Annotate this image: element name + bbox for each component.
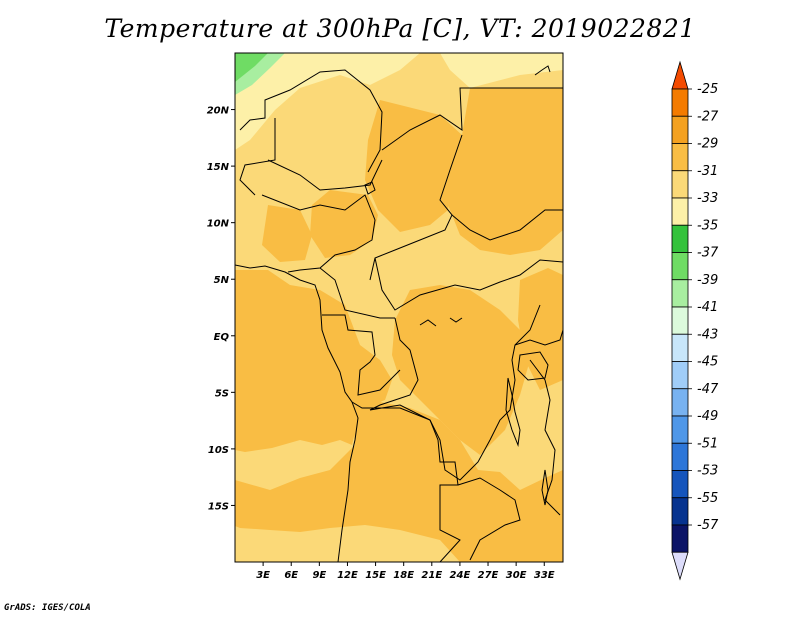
colorbar-swatch [671, 388, 689, 417]
borders [235, 65, 563, 562]
red-sea-coast [534, 65, 551, 76]
border-nigeria [261, 194, 376, 273]
colorbar-swatch [671, 524, 689, 553]
y-tick-label: 10S [208, 445, 229, 456]
field-region-warm-nigeria [262, 205, 312, 262]
colorbar-label: -33 [697, 191, 718, 206]
y-tick-label: EQ [214, 332, 230, 343]
x-tick-label: 6E [284, 570, 298, 581]
colorbar-label: -39 [697, 273, 718, 288]
colorbar-label: -37 [697, 246, 719, 261]
colorbar-swatch [671, 279, 689, 308]
border-gabon-congo [322, 314, 401, 396]
x-tick-label: 33E [534, 570, 555, 581]
border-zambia [457, 477, 521, 561]
colorbar-swatch [671, 306, 689, 335]
colorbar-bottom-arrow [671, 551, 689, 581]
grads-credit: GrADS: IGES/COLA [4, 603, 91, 613]
x-tick-label: 15E [365, 570, 386, 581]
colorbar-label: -57 [697, 518, 719, 533]
border-angola [351, 401, 461, 562]
field-region-warm-sudan [448, 88, 563, 255]
colorbar-swatch [671, 497, 689, 526]
x-tick-label: 27E [478, 570, 499, 581]
border-drc [369, 304, 541, 481]
x-axis: 3E 6E 9E 12E 15E 18E 21E 24E 27E 30E 33E [256, 562, 555, 581]
lake-malawi [541, 469, 549, 506]
colorbar-label: -47 [697, 382, 719, 397]
map-title: Temperature at 300hPa [C], VT: 201902282… [104, 14, 696, 43]
y-tick-label: 20N [207, 106, 230, 117]
field-region-warm-angola [235, 402, 563, 562]
border-cameroon [319, 267, 395, 319]
y-tick-label: 10N [207, 219, 230, 230]
y-tick-label: 15S [208, 501, 229, 512]
field-region-warm-congo [392, 285, 530, 455]
field-region-warm-south [235, 270, 392, 452]
border-niger [267, 159, 383, 191]
border-sudan-south [451, 209, 563, 241]
river-marks-1 [419, 319, 437, 327]
colorbar-swatch [671, 442, 689, 471]
border-car [374, 257, 563, 311]
lake-victoria [517, 351, 549, 381]
field-region-warm-east [518, 268, 563, 390]
lake-chad [364, 181, 376, 195]
x-tick-label: 30E [506, 570, 527, 581]
border-tanzania [514, 329, 563, 346]
colorbar-swatch [671, 470, 689, 499]
plot-frame [234, 52, 564, 563]
colorbar-swatch [671, 361, 689, 390]
colorbar-label: -51 [697, 436, 718, 451]
border-mali [239, 118, 276, 196]
x-tick-label: 24E [450, 570, 471, 581]
colorbar-swatch [671, 197, 689, 226]
border-chad [381, 87, 563, 151]
field-region-warm-central [310, 190, 378, 258]
y-tick-label: 15N [207, 162, 230, 173]
colorbar-label: -29 [697, 137, 718, 152]
river-marks-2 [449, 317, 463, 323]
border-nw [239, 69, 383, 173]
colorbar-swatch [671, 224, 689, 253]
field-region-cool-north [440, 53, 563, 88]
colorbar-label: -27 [697, 109, 719, 124]
colorbar-label: -45 [697, 355, 718, 370]
colorbar-label: -35 [697, 218, 718, 233]
colorbar-swatch [671, 333, 689, 362]
x-tick-label: 12E [337, 570, 358, 581]
field-region-warm-chad [365, 100, 462, 232]
colorbar-label: -55 [697, 491, 718, 506]
colorbar-label: -31 [697, 164, 718, 179]
colorbar-swatch [671, 88, 689, 117]
colorbar-swatch [671, 415, 689, 444]
colorbar-label: -25 [697, 82, 718, 97]
colorbar-top-arrow [671, 60, 689, 90]
x-tick-label: 18E [393, 570, 414, 581]
colorbar-label: -41 [697, 300, 718, 315]
colorbar-label: -49 [697, 409, 718, 424]
coastline-west [235, 264, 359, 562]
colorbar-swatch [671, 170, 689, 199]
colorbar-label: -43 [697, 327, 718, 342]
lake-tanganyika [505, 377, 521, 447]
colorbar-swatch [671, 252, 689, 281]
x-tick-label: 3E [256, 570, 270, 581]
field-region-cool-sahara [235, 53, 420, 150]
colorbar-swatch [671, 115, 689, 144]
colorbar: -25 -27 -29 -31 -33 -35 -37 -39 -41 -43 -45 -47 -49 -… [671, 60, 719, 581]
border-chad-sudan [369, 134, 463, 281]
y-tick-label: 5N [214, 275, 230, 286]
x-tick-label: 21E [421, 570, 442, 581]
y-tick-label: 5S [215, 388, 229, 399]
colorbar-label: -53 [697, 464, 718, 479]
y-axis: 20N 15N 10N 5N EQ 5S 10S 15S [207, 106, 235, 512]
colorbar-swatch [671, 143, 689, 172]
field-region-green-2 [235, 53, 268, 82]
x-tick-label: 9E [312, 570, 326, 581]
